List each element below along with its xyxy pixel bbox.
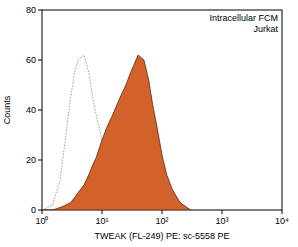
x-tick-label: 10³ xyxy=(215,216,228,226)
y-tick-label: 60 xyxy=(26,55,36,65)
y-axis-title: Counts xyxy=(2,95,12,124)
x-tick xyxy=(42,210,43,214)
control-histogram xyxy=(42,55,191,210)
y-tick xyxy=(38,210,42,211)
x-tick-label: 10¹ xyxy=(95,216,108,226)
y-tick xyxy=(38,110,42,111)
y-tick-label: 40 xyxy=(26,105,36,115)
y-tick-label: 0 xyxy=(31,205,36,215)
x-tick xyxy=(222,210,223,214)
annotation: Jurkat xyxy=(253,24,278,34)
x-axis-title: TWEAK (FL-249) PE: sc-5558 PE xyxy=(94,231,229,241)
annotation: Intracellular FCM xyxy=(209,13,278,23)
y-tick-label: 80 xyxy=(26,5,36,15)
y-tick xyxy=(38,10,42,11)
x-tick xyxy=(282,210,283,214)
y-tick xyxy=(38,60,42,61)
x-tick xyxy=(162,210,163,214)
x-tick xyxy=(102,210,103,214)
x-tick-label: 10⁴ xyxy=(275,216,289,226)
plot-frame xyxy=(42,10,282,210)
filled-histogram xyxy=(42,55,191,210)
x-tick-label: 10⁰ xyxy=(35,216,48,226)
x-tick-label: 10² xyxy=(155,216,168,226)
y-tick-label: 20 xyxy=(26,155,36,165)
y-tick xyxy=(38,160,42,161)
